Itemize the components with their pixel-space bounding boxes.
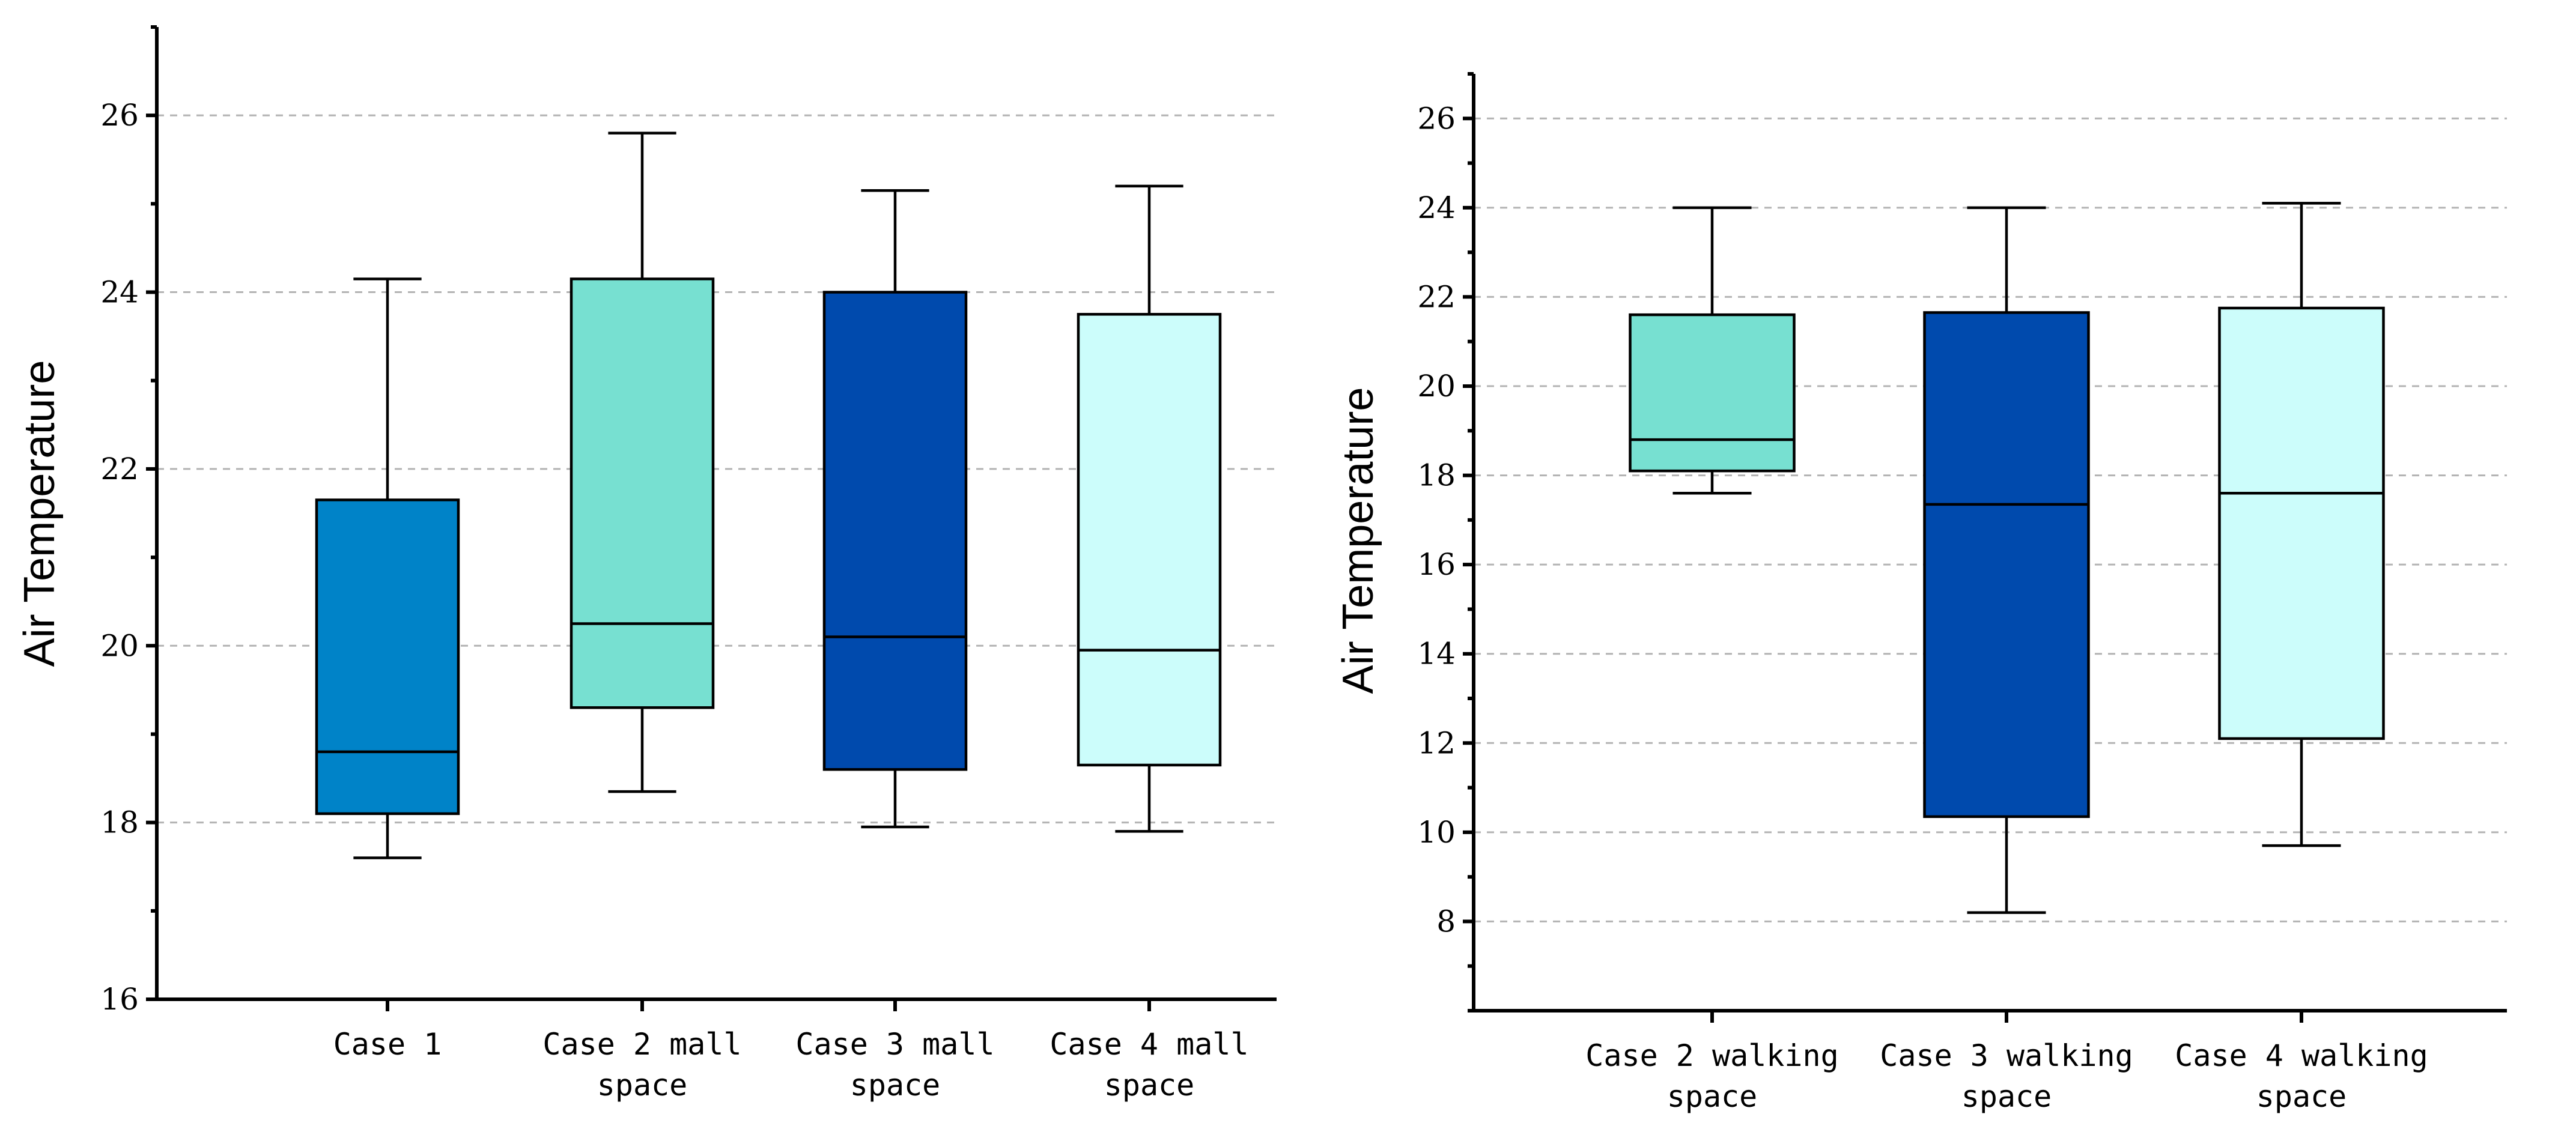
box-group: [2218, 202, 2385, 847]
box-group: [1077, 184, 1222, 833]
y-tick-label: 16: [1417, 547, 1456, 582]
box-group: [1923, 206, 2090, 914]
iqr-box: [1629, 313, 1796, 473]
x-tick-label-line: Case 2 walking: [1585, 1038, 1838, 1073]
iqr-box: [315, 498, 460, 816]
box-group: [570, 132, 715, 793]
y-tick-label: 20: [1417, 369, 1456, 404]
box-group: [1629, 206, 1796, 495]
x-tick-label: Case 1: [333, 1027, 442, 1062]
y-tick-label: 12: [1417, 725, 1456, 760]
iqr-box: [570, 277, 715, 709]
x-tick-label: Case 3 walking space: [1880, 1038, 2133, 1114]
x-tick-label-line: space: [2256, 1079, 2347, 1114]
x-tick-label-line: Case 4 mall: [1050, 1027, 1248, 1062]
y-tick-label: 10: [1417, 815, 1456, 850]
box-group: [822, 189, 968, 829]
y-tick-label: 20: [100, 628, 139, 663]
x-tick-label-line: space: [1104, 1068, 1195, 1103]
y-tick-label: 22: [100, 452, 139, 486]
y-tick-label: 22: [1417, 279, 1456, 314]
right-boxplot: 8 10 12 14 16 18 20 22 24 26 Air Temperature Case 2…: [1334, 72, 2507, 1114]
y-tick-label: 18: [100, 805, 139, 840]
x-tick-label: Case 3 mall space: [795, 1027, 994, 1103]
x-tick-label: Case 4 mall space: [1050, 1027, 1248, 1103]
y-tick-label: 14: [1417, 637, 1456, 671]
iqr-box: [2218, 306, 2385, 740]
left-boxplot: 16 18 20 22 24 26 Air Temperature Case 1 Case 2 …: [16, 25, 1277, 1103]
y-tick-label: 24: [100, 275, 139, 310]
y-tick-label: 26: [1417, 101, 1456, 136]
y-axis-title: Air Temperature: [16, 360, 64, 667]
y-tick-label: 24: [1417, 190, 1456, 225]
x-tick-label-line: Case 2 mall: [542, 1027, 741, 1062]
iqr-box: [822, 291, 968, 771]
iqr-box: [1077, 313, 1222, 767]
y-axis-title: Air Temperature: [1334, 387, 1382, 694]
x-tick-label-line: space: [1667, 1079, 1758, 1114]
x-tick-label: Case 2 mall space: [542, 1027, 741, 1103]
x-tick-label-line: space: [1961, 1079, 2052, 1114]
x-tick-label: Case 4 walking space: [2175, 1038, 2428, 1114]
box-group: [315, 277, 460, 859]
x-tick-label: Case 2 walking space: [1585, 1038, 1838, 1114]
x-tick-label-line: Case 1: [333, 1027, 442, 1062]
x-tick-label-line: Case 4 walking: [2175, 1038, 2428, 1073]
x-tick-label-line: Case 3 mall: [795, 1027, 994, 1062]
y-tick-label: 26: [100, 98, 139, 133]
iqr-box: [1923, 311, 2090, 819]
y-tick-label: 18: [1417, 458, 1456, 493]
y-tick-label: 8: [1436, 904, 1456, 939]
x-tick-label-line: Case 3 walking: [1880, 1038, 2133, 1073]
y-tick-label: 16: [100, 982, 139, 1017]
x-tick-label-line: space: [597, 1068, 688, 1103]
x-tick-label-line: space: [850, 1068, 941, 1103]
